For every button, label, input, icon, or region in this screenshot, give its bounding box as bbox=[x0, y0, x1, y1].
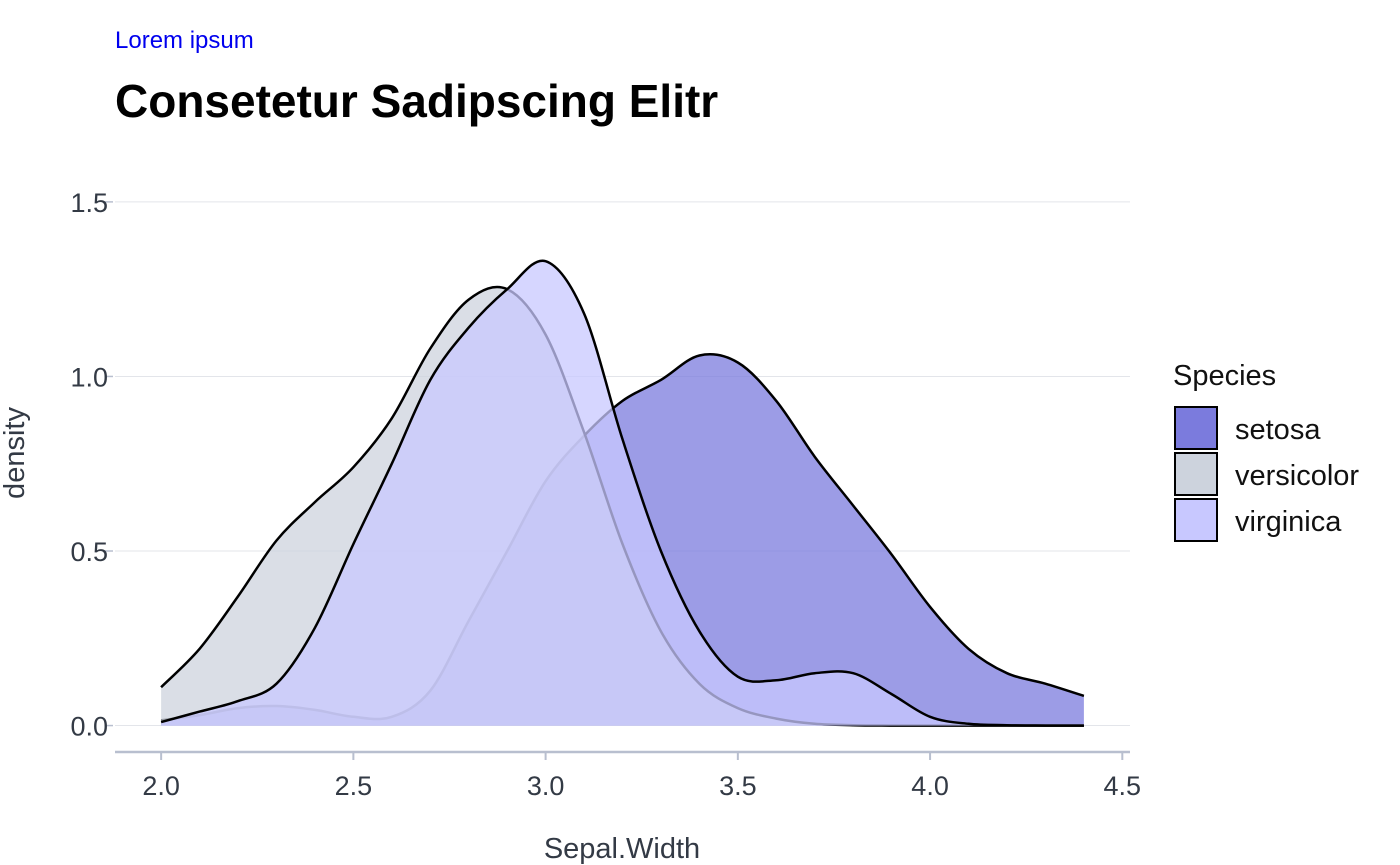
legend-label-virginica: virginica bbox=[1235, 506, 1342, 538]
chart-subtitle: Lorem ipsum bbox=[115, 27, 254, 54]
x-tick-label: 3.0 bbox=[527, 771, 565, 801]
x-tick-label: 4.5 bbox=[1104, 771, 1142, 801]
y-tick-label: 0.0 bbox=[70, 712, 108, 742]
x-tick-label: 2.0 bbox=[142, 771, 180, 801]
outline-virginica bbox=[160, 259, 1084, 727]
legend-key-virginica bbox=[1174, 498, 1218, 542]
density-areas bbox=[160, 259, 1085, 727]
legend: Species setosa versicolor virginica bbox=[1173, 360, 1359, 542]
y-tick-label: 1.5 bbox=[70, 188, 108, 218]
legend-title: Species bbox=[1173, 360, 1276, 392]
chart-title: Consetetur Sadipscing Elitr bbox=[115, 75, 719, 127]
x-tick-label: 3.5 bbox=[719, 771, 757, 801]
legend-key-versicolor bbox=[1174, 452, 1218, 496]
axes: 0.0 0.5 1.0 1.5 2.0 2.5 3.0 3.5 4.0 4.5 bbox=[70, 188, 1141, 801]
x-axis-title: Sepal.Width bbox=[544, 833, 700, 865]
y-axis-title: density bbox=[0, 407, 31, 499]
x-tick-label: 2.5 bbox=[335, 771, 373, 801]
x-tick-label: 4.0 bbox=[911, 771, 949, 801]
legend-label-versicolor: versicolor bbox=[1235, 460, 1359, 492]
legend-key-setosa bbox=[1174, 406, 1218, 450]
area-virginica bbox=[161, 260, 1084, 726]
y-tick-label: 0.5 bbox=[70, 537, 108, 567]
legend-label-setosa: setosa bbox=[1235, 414, 1321, 446]
y-tick-label: 1.0 bbox=[70, 362, 108, 392]
